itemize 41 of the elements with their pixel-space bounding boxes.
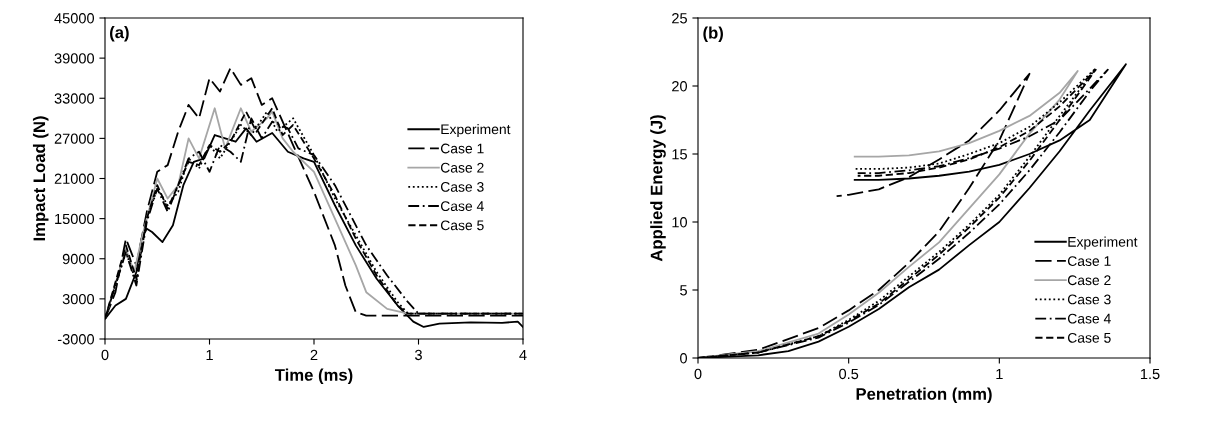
- legend-label: Case 3: [440, 181, 484, 192]
- y-axis-title: Applied Energy (J): [650, 115, 666, 262]
- legend-label: Case 5: [1067, 332, 1111, 343]
- y-tick-label: 33000: [54, 93, 95, 104]
- x-tick-label: 4: [519, 349, 527, 360]
- y-tick-label: 3000: [62, 293, 95, 305]
- legend-label: Case 3: [1067, 294, 1111, 305]
- y-tick-label: 39000: [54, 53, 95, 64]
- legend-label: Case 2: [440, 162, 484, 173]
- chart-title: (a): [110, 26, 129, 42]
- x-tick-label: 0: [101, 349, 109, 361]
- x-tick-label: 0.5: [839, 368, 859, 380]
- legend-label: Case 5: [440, 220, 484, 231]
- legend-label: Case 1: [1067, 256, 1111, 266]
- x-axis-title: Penetration (mm): [856, 387, 992, 404]
- x-tick-label: 1.5: [1140, 368, 1160, 380]
- y-tick-label: 5: [680, 285, 687, 296]
- x-axis-title: Time (ms): [274, 368, 353, 385]
- y-tick-label: 15000: [55, 213, 95, 225]
- legend-label: Case 2: [1067, 275, 1111, 286]
- y-tick-label: 20: [672, 81, 688, 92]
- x-tick-label: 1: [996, 368, 1003, 379]
- y-tick-label: 45000: [54, 13, 95, 24]
- y-tick-label: 21000: [54, 173, 95, 184]
- x-tick-label: 0: [694, 368, 702, 380]
- y-axis-title: Impact Load (N): [32, 116, 49, 241]
- legend-label: Experiment: [1068, 236, 1138, 250]
- legend-label: Case 4: [1067, 313, 1111, 324]
- x-tick-label: 3: [415, 349, 422, 361]
- chart-title: (b): [703, 26, 723, 43]
- y-tick-label: 9000: [62, 253, 95, 265]
- x-tick-label: 1: [206, 349, 213, 360]
- legend-label: Experiment: [441, 124, 511, 137]
- legend-label: Case 4: [440, 201, 484, 212]
- y-tick-label: -3000: [57, 334, 95, 345]
- legend-label: Case 1: [440, 143, 484, 154]
- x-tick-label: 2: [310, 349, 318, 360]
- y-tick-label: 25: [672, 13, 687, 24]
- y-tick-label: 10: [672, 217, 688, 228]
- y-tick-label: 15: [672, 149, 687, 160]
- y-tick-label: 27000: [54, 133, 95, 144]
